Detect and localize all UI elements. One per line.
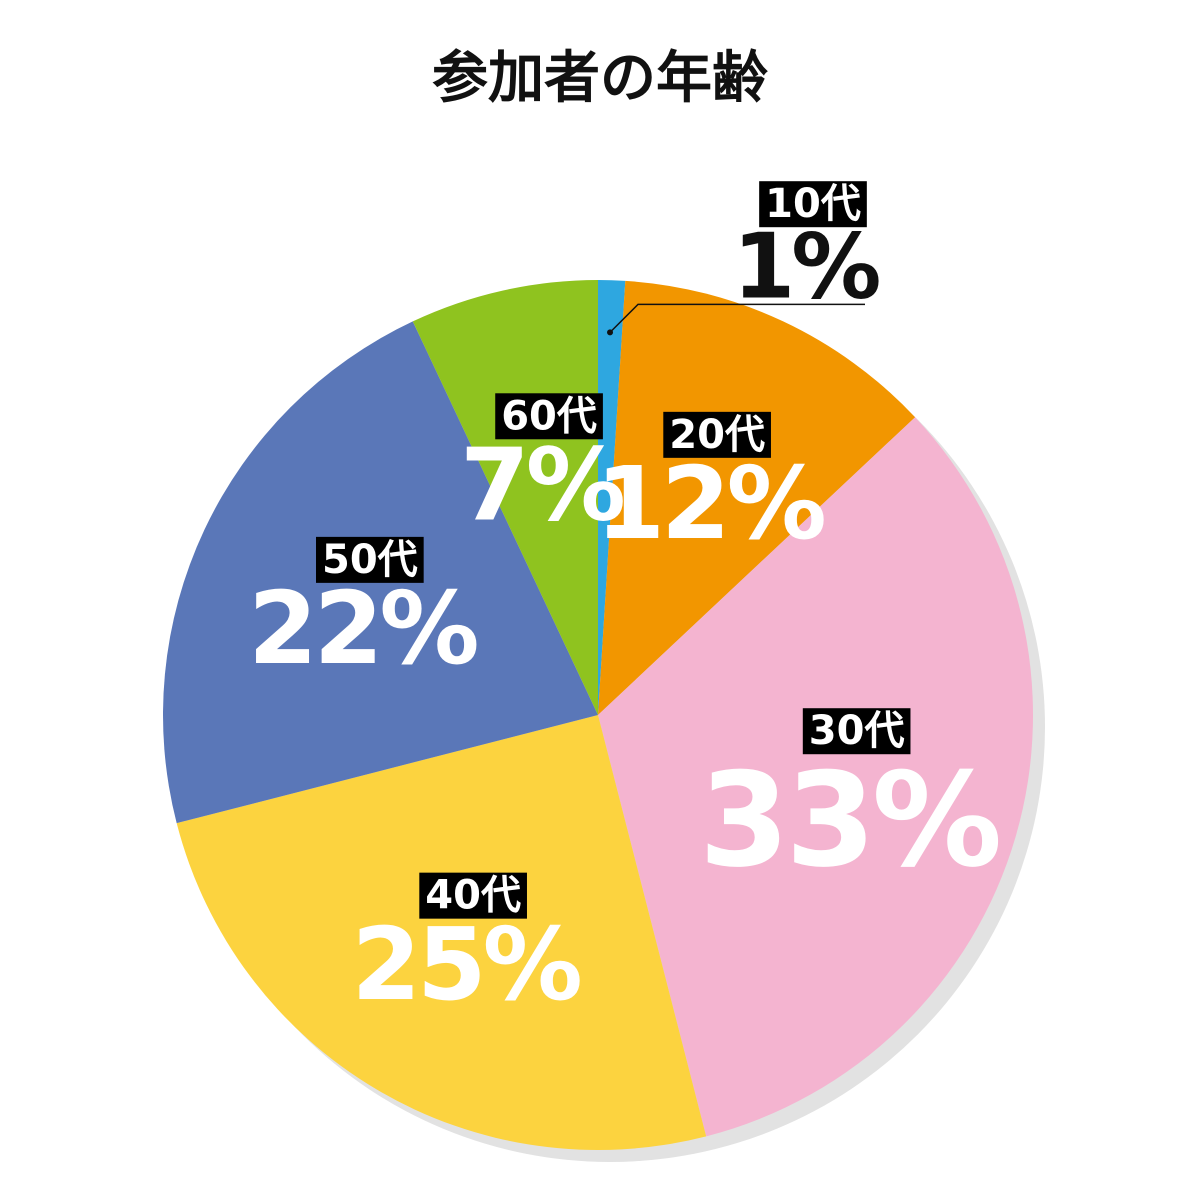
category-label: 60代 bbox=[501, 393, 597, 439]
category-label: 10代 bbox=[765, 181, 861, 227]
pie-slice bbox=[598, 280, 916, 715]
value-label: 7% bbox=[460, 427, 624, 544]
leader-line bbox=[609, 303, 865, 333]
pie-slice bbox=[412, 280, 598, 715]
value-label: 25% bbox=[351, 906, 580, 1023]
category-label-bg bbox=[316, 536, 424, 583]
pie-slice bbox=[598, 280, 626, 715]
category-label: 50代 bbox=[322, 537, 418, 583]
category-label-bg bbox=[663, 411, 771, 458]
category-label-bg bbox=[419, 872, 527, 919]
category-label-bg bbox=[495, 393, 603, 440]
value-label: 33% bbox=[699, 744, 999, 896]
category-label: 20代 bbox=[669, 412, 765, 458]
category-label-bg bbox=[759, 181, 867, 228]
pie-slice bbox=[598, 417, 1033, 1137]
category-label-bg bbox=[802, 708, 911, 755]
category-label: 30代 bbox=[809, 708, 905, 754]
value-label: 12% bbox=[595, 445, 824, 562]
chart-title: 参加者の年齢 bbox=[432, 46, 768, 111]
value-label: 22% bbox=[248, 570, 477, 687]
pie-slice bbox=[176, 715, 707, 1150]
value-label: 1% bbox=[733, 215, 880, 320]
category-label: 40代 bbox=[425, 873, 521, 919]
